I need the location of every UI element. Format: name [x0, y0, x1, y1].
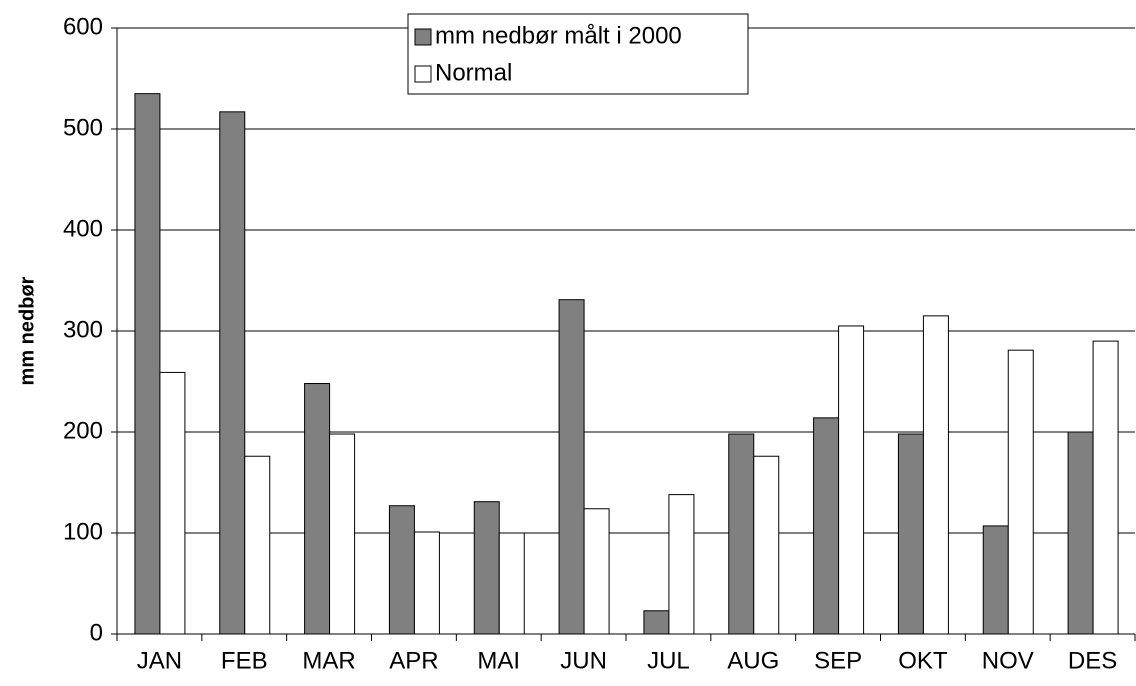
- x-tick-label: DES: [1068, 647, 1117, 674]
- bar: [922, 315, 949, 635]
- bar: [813, 417, 840, 635]
- bar: [897, 433, 924, 635]
- y-tick-label: 300: [63, 316, 103, 343]
- legend: [407, 13, 749, 95]
- y-tick-label: 400: [63, 215, 103, 242]
- legend-label: mm nedbør målt i 2000: [435, 22, 682, 49]
- legend-swatch: [414, 28, 432, 46]
- x-tick-label: NOV: [982, 647, 1034, 674]
- y-axis-label: mm nedbør: [16, 276, 38, 385]
- y-tick-label: 600: [63, 13, 103, 40]
- x-tick-label: MAR: [302, 647, 355, 674]
- x-tick-label: FEB: [221, 647, 268, 674]
- bar: [668, 494, 695, 635]
- bar: [728, 433, 755, 635]
- legend-label: Normal: [435, 59, 512, 86]
- y-tick-label: 500: [63, 114, 103, 141]
- y-tick-label: 100: [63, 518, 103, 545]
- x-tick-label: APR: [389, 647, 438, 674]
- bar: [982, 525, 1009, 635]
- x-tick-label: AUG: [727, 647, 779, 674]
- bar: [753, 455, 780, 635]
- x-tick-label: OKT: [898, 647, 948, 674]
- bar: [134, 93, 161, 635]
- bar: [473, 501, 500, 635]
- bar: [1007, 349, 1034, 635]
- x-tick-label: JUN: [560, 647, 607, 674]
- y-tick-label: 0: [90, 619, 103, 646]
- bar: [498, 532, 525, 635]
- y-tick-label: 200: [63, 417, 103, 444]
- bar: [558, 299, 585, 635]
- x-tick-label: MAI: [477, 647, 520, 674]
- x-tick-label: SEP: [814, 647, 862, 674]
- bar: [1092, 340, 1119, 635]
- x-tick-label: JUL: [647, 647, 690, 674]
- bar: [304, 383, 331, 635]
- bar: [388, 505, 415, 635]
- bar: [219, 111, 246, 635]
- bar: [329, 433, 356, 635]
- legend-swatch: [414, 65, 432, 83]
- bar: [159, 371, 186, 635]
- bar: [244, 455, 271, 635]
- bar: [643, 610, 670, 635]
- bar: [1067, 431, 1094, 635]
- bar: [413, 531, 440, 635]
- bar: [838, 325, 865, 635]
- x-tick-label: JAN: [137, 647, 182, 674]
- bar: [583, 508, 610, 635]
